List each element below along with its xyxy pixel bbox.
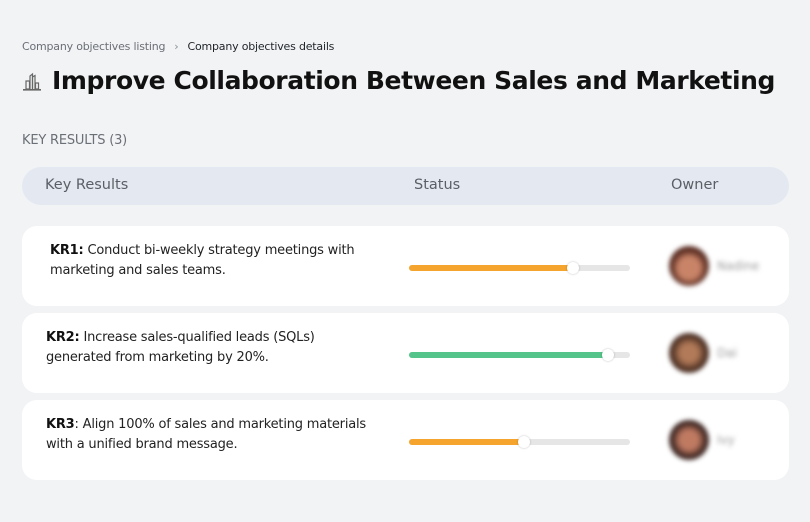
key-result-description: Increase sales-qualified leads (SQLs) ge… <box>46 330 315 365</box>
key-result-row[interactable]: KR2: Increase sales-qualified leads (SQL… <box>22 313 789 393</box>
chevron-right-icon: › <box>174 40 179 53</box>
key-result-description: : Align 100% of sales and marketing mate… <box>46 417 366 452</box>
buildings-icon <box>22 70 42 92</box>
key-result-code: KR3 <box>46 417 75 432</box>
key-result-row[interactable]: KR3: Align 100% of sales and marketing m… <box>22 400 789 480</box>
progress-bar <box>409 349 630 361</box>
key-result-row[interactable]: KR1: Conduct bi-weekly strategy meetings… <box>22 226 789 306</box>
progress-bar <box>409 262 630 274</box>
page-title: Improve Collaboration Between Sales and … <box>52 66 776 95</box>
key-result-code: KR1: <box>50 243 84 258</box>
progress-handle[interactable] <box>517 436 530 448</box>
key-result-description: Conduct bi-weekly strategy meetings with… <box>50 243 355 278</box>
column-header-owner: Owner <box>671 177 719 193</box>
column-header-status: Status <box>414 177 461 193</box>
progress-handle[interactable] <box>566 262 579 274</box>
breadcrumb-link-listing[interactable]: Company objectives listing <box>22 40 166 53</box>
avatar <box>669 333 709 373</box>
progress-bar <box>409 436 630 448</box>
progress-fill <box>409 265 573 271</box>
owner-name: Dai <box>717 346 737 360</box>
progress-handle[interactable] <box>601 349 614 361</box>
avatar <box>669 420 709 460</box>
breadcrumb-current: Company objectives details <box>187 40 335 53</box>
progress-fill <box>409 439 524 445</box>
owner-name: Nadine <box>717 259 760 273</box>
owner-name: Ivy <box>717 433 735 447</box>
owner[interactable]: Ivy <box>669 420 735 460</box>
progress-fill <box>409 352 608 358</box>
page-header: Improve Collaboration Between Sales and … <box>22 66 775 95</box>
avatar <box>669 246 709 286</box>
owner[interactable]: Dai <box>669 333 737 373</box>
owner[interactable]: Nadine <box>669 246 759 286</box>
column-header-key-results: Key Results <box>45 177 129 193</box>
key-result-code: KR2: <box>46 330 80 345</box>
key-results-count-label: KEY RESULTS (3) <box>22 133 128 148</box>
breadcrumb: Company objectives listing › Company obj… <box>22 40 334 53</box>
key-result-text: KR1: Conduct bi-weekly strategy meetings… <box>50 241 370 281</box>
table-header: Key Results Status Owner <box>22 167 789 205</box>
key-result-text: KR2: Increase sales-qualified leads (SQL… <box>46 328 366 368</box>
key-result-text: KR3: Align 100% of sales and marketing m… <box>46 415 366 455</box>
